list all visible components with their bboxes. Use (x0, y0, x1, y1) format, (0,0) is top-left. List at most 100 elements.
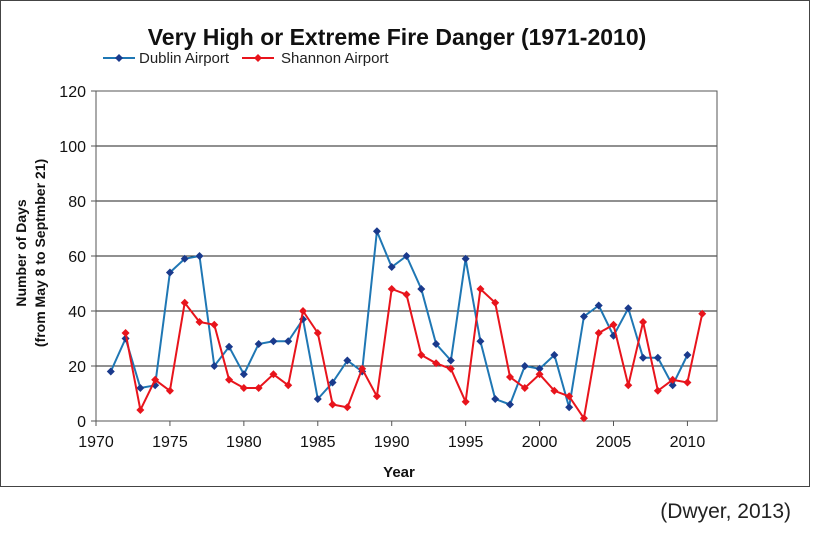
data-point (343, 356, 352, 365)
data-point (299, 307, 307, 315)
y-tick-label: 20 (68, 359, 86, 376)
data-point (136, 384, 145, 392)
data-point (506, 373, 514, 381)
x-tick-label: 1995 (448, 434, 484, 451)
data-point (402, 290, 411, 299)
data-point (432, 359, 441, 368)
chart-title: Very High or Extreme Fire Danger (1971-2… (148, 24, 647, 50)
data-point (550, 351, 559, 359)
data-point (624, 304, 633, 313)
data-point (446, 364, 455, 373)
y-tick-label: 40 (68, 304, 86, 321)
x-tick-label: 1985 (300, 434, 336, 451)
citation: (Dwyer, 2013) (660, 500, 791, 523)
data-point (328, 378, 337, 387)
legend-marker-shannon (254, 54, 262, 62)
data-point (639, 318, 648, 326)
data-point (313, 329, 322, 337)
data-point (417, 351, 426, 359)
data-point (387, 285, 396, 293)
data-point (254, 384, 263, 392)
data-point (550, 386, 559, 395)
data-point (520, 362, 529, 370)
series-layer (106, 227, 707, 423)
data-point (106, 367, 115, 376)
data-point (180, 254, 189, 263)
y-tick-label: 0 (77, 414, 86, 431)
data-point (520, 384, 529, 392)
data-point (668, 381, 677, 390)
data-point (476, 285, 485, 293)
data-point (180, 298, 189, 307)
x-tick-label: 1990 (374, 434, 410, 451)
data-point (239, 384, 248, 392)
data-point (239, 370, 248, 379)
x-axis-ticks: 1970 1975 1980 1985 1990 1995 2000 2005 2010 (78, 421, 705, 451)
data-point (535, 364, 544, 373)
line-chart: Very High or Extreme Fire Danger (1971-2… (13, 24, 718, 481)
data-point (653, 353, 662, 362)
x-tick-label: 1980 (226, 434, 262, 451)
data-point (372, 392, 381, 401)
data-point (372, 227, 381, 236)
data-point (698, 309, 707, 318)
series-0 (106, 227, 692, 412)
data-point (284, 337, 293, 346)
data-point (491, 298, 500, 307)
data-point (461, 397, 470, 406)
data-point (476, 337, 485, 346)
data-point (668, 375, 677, 384)
data-point (491, 395, 500, 403)
data-point (358, 364, 367, 373)
y-axis-label-group: Number of Days (from May 8 to Septmber 2… (13, 159, 48, 347)
data-point (535, 370, 544, 379)
legend-label-shannon: Shannon Airport (281, 50, 389, 67)
legend-marker-dublin (115, 54, 123, 62)
data-point (579, 312, 588, 321)
gridlines (96, 90, 717, 367)
x-tick-label: 2010 (670, 434, 706, 451)
data-point (609, 320, 618, 329)
data-point (195, 252, 204, 260)
data-point (225, 342, 234, 351)
legend-label-dublin: Dublin Airport (139, 50, 230, 67)
y-axis-label-line1: Number of Days (13, 199, 29, 307)
x-tick-label: 1975 (152, 434, 188, 451)
data-point (195, 318, 204, 326)
data-point (165, 386, 174, 395)
series-line-1 (124, 286, 704, 421)
data-point (269, 337, 278, 346)
data-point (565, 403, 574, 412)
data-point (624, 381, 633, 390)
chart-legend: Dublin Airport Shannon Airport (103, 50, 389, 67)
data-point (446, 356, 455, 365)
data-point (461, 254, 470, 263)
y-axis-ticks: 0 20 40 60 80 100 120 (59, 84, 96, 431)
x-axis-label: Year (383, 464, 415, 481)
data-point (683, 351, 692, 359)
data-point (594, 329, 603, 337)
data-point (402, 252, 411, 260)
plot-area (95, 90, 718, 422)
data-point (594, 301, 603, 310)
data-point (254, 340, 263, 348)
data-point (683, 378, 692, 387)
data-point (579, 414, 588, 423)
data-point (210, 320, 219, 329)
series-line-0 (109, 230, 689, 408)
data-point (653, 386, 662, 395)
data-point (136, 406, 145, 414)
data-point (432, 340, 441, 348)
data-point (506, 400, 514, 409)
data-point (639, 353, 648, 362)
y-tick-label: 100 (59, 139, 86, 156)
data-point (210, 362, 219, 370)
data-point (417, 285, 426, 293)
data-point (328, 400, 337, 409)
x-tick-label: 2000 (522, 434, 558, 451)
data-point (313, 395, 322, 403)
chart-frame: Very High or Extreme Fire Danger (1971-2… (0, 0, 810, 487)
data-point (387, 263, 396, 271)
data-point (343, 403, 352, 412)
x-tick-label: 2005 (596, 434, 632, 451)
